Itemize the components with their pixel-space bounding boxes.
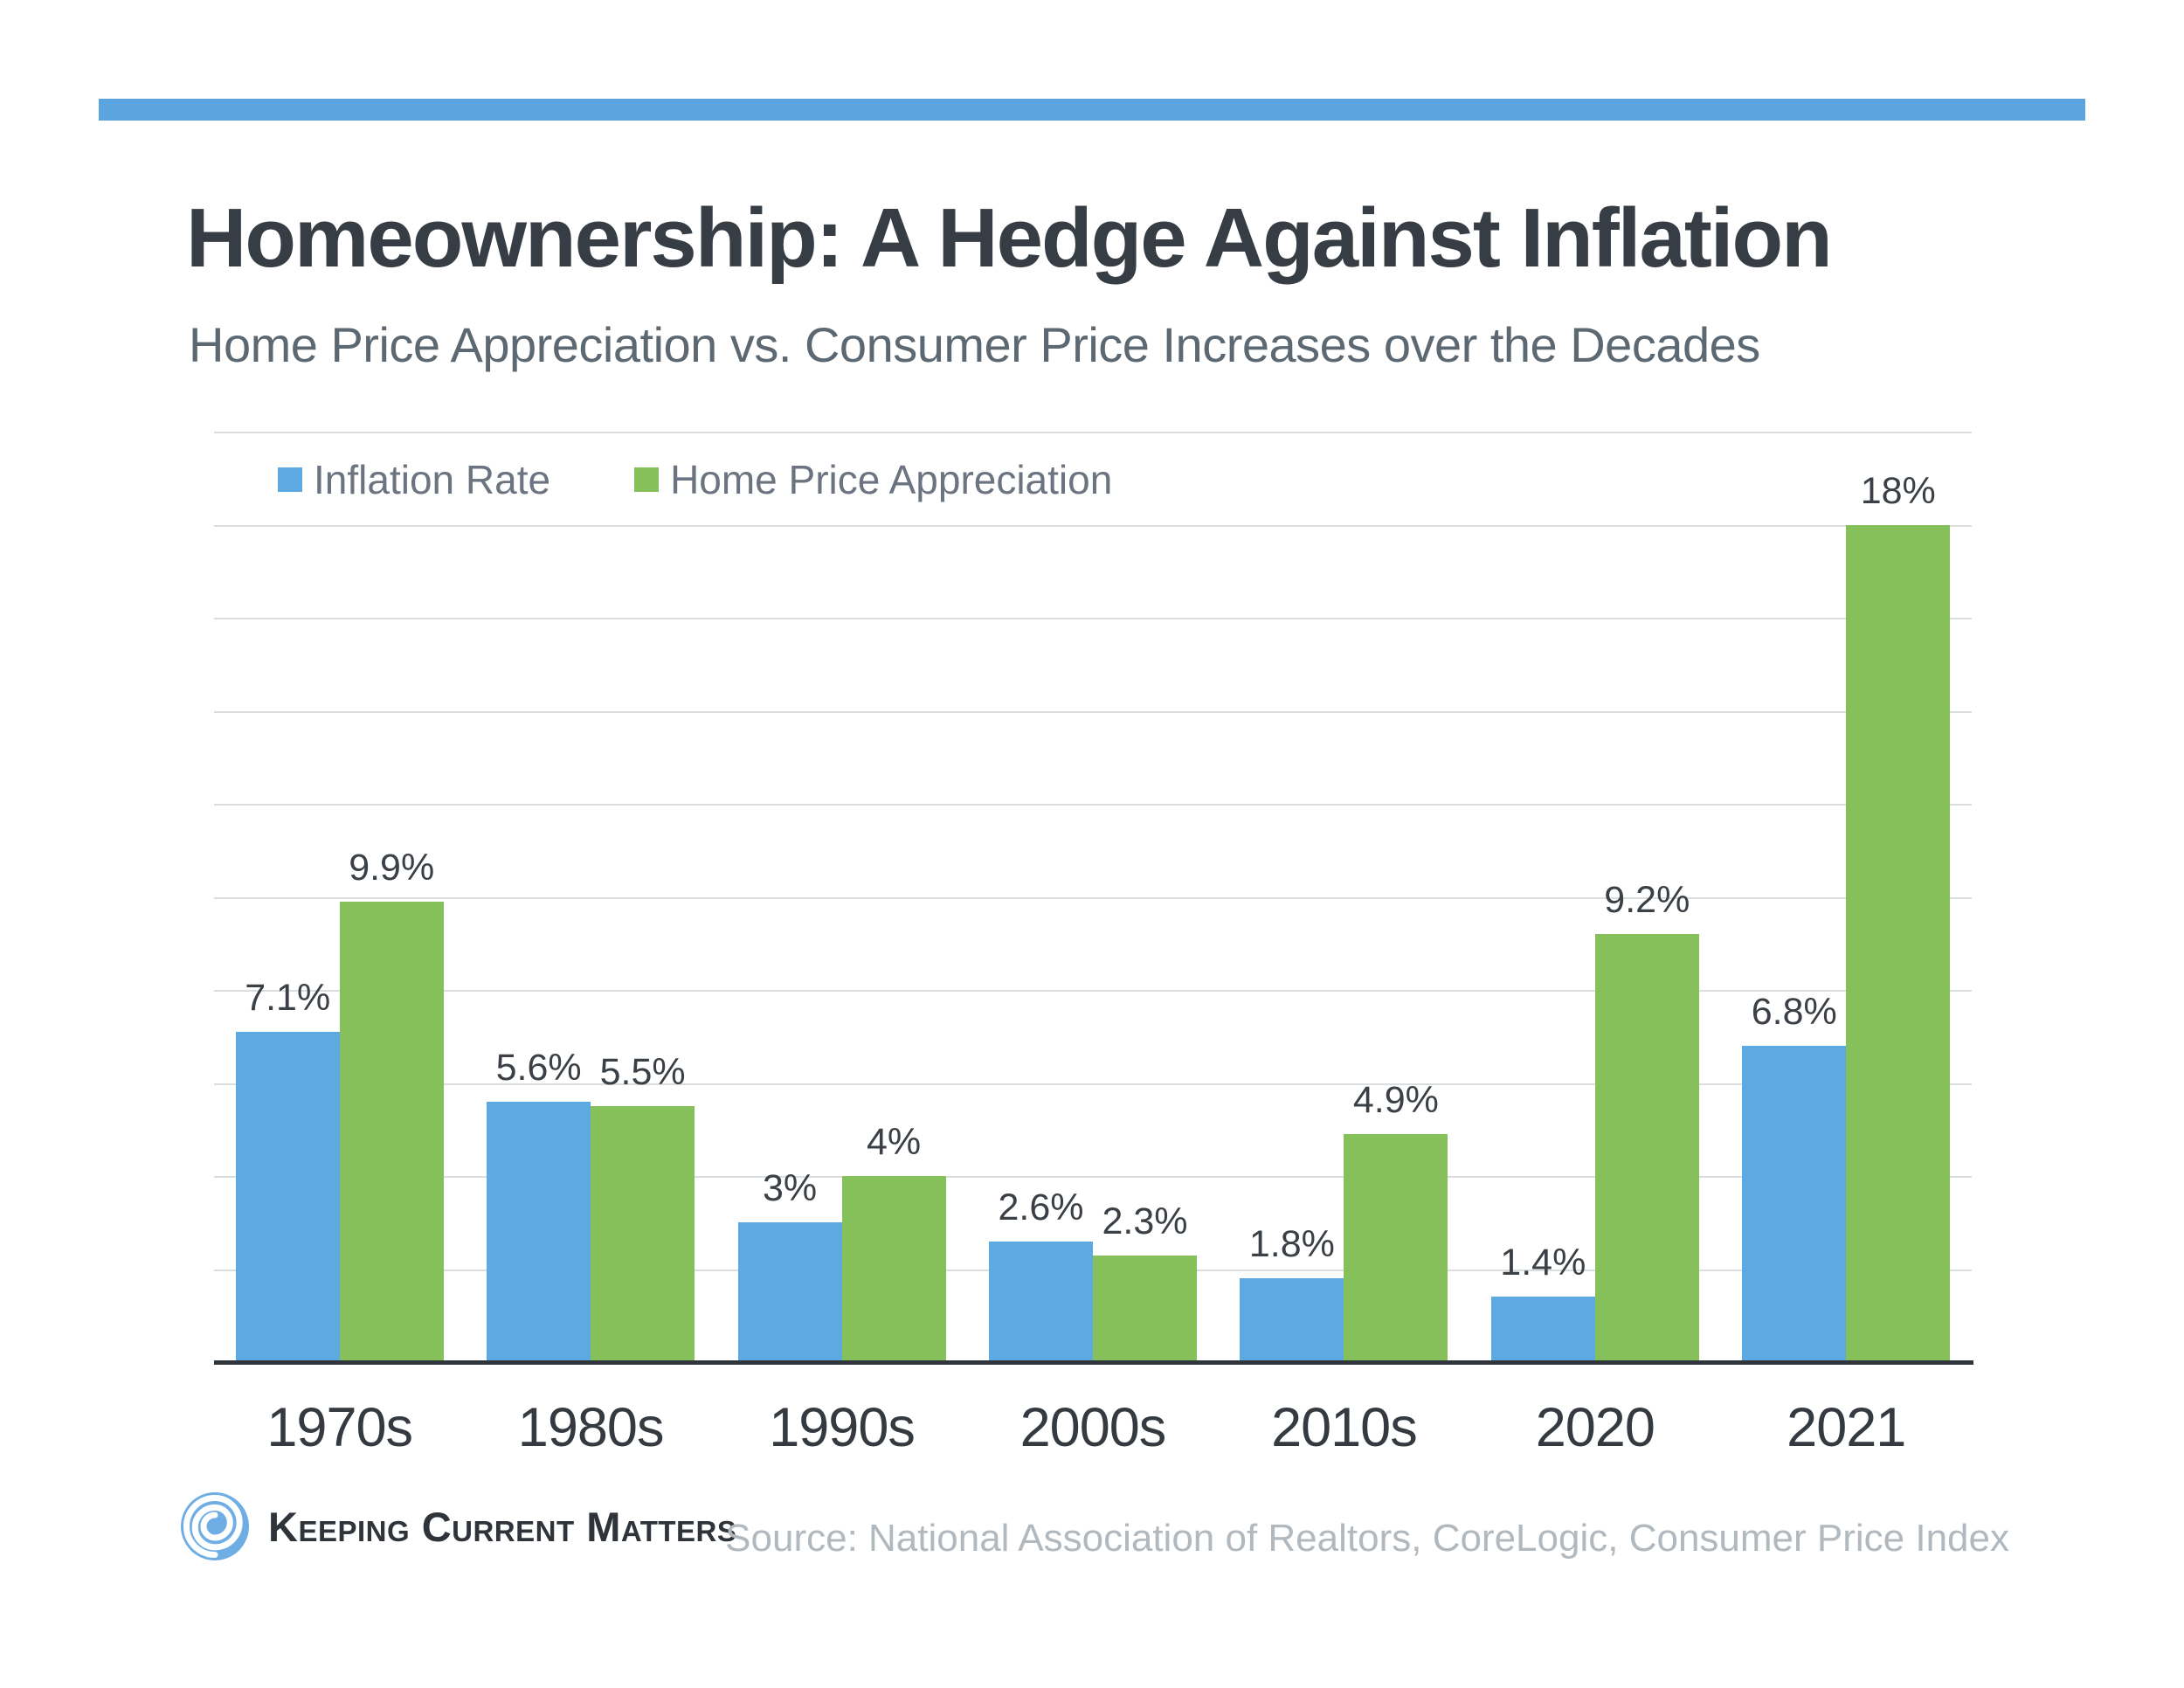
value-label-home-price-appreciation-2020: 9.2%: [1604, 879, 1690, 922]
value-label-inflation-rate-2020: 1.4%: [1500, 1242, 1586, 1284]
bar-group-2000s: 2.6% 2.3%: [967, 432, 1218, 1362]
value-label-home-price-appreciation-1970s: 9.9%: [349, 846, 435, 889]
gridline-20pct: [214, 432, 1972, 433]
brand-name: Keeping Current Matters: [268, 1503, 737, 1550]
bar-inflation-rate-1990s: 3%: [737, 1167, 842, 1362]
value-label-inflation-rate-2010s: 1.8%: [1248, 1223, 1335, 1266]
legend-item-home-price-appreciation: Home Price Appreciation: [634, 456, 1112, 503]
value-label-home-price-appreciation-2021: 18%: [1860, 469, 1936, 512]
bar-group-1970s: 7.1% 9.9%: [214, 432, 465, 1362]
source-attribution: Source: National Association of Realtors…: [725, 1517, 2009, 1560]
gridline-16pct: [214, 618, 1972, 619]
bar-home-price-appreciation-2020: 9.2%: [1594, 879, 1699, 1362]
legend-swatch-icon: [278, 467, 302, 492]
legend-label: Home Price Appreciation: [670, 457, 1113, 502]
bar-inflation-rate-2000s: 2.6%: [988, 1186, 1093, 1362]
bar-inflation-rate-1980s: 5.6%: [487, 1047, 591, 1362]
brand-logo: Keeping Current Matters: [181, 1492, 736, 1560]
x-axis-labels: 1970s 1980s 1990s 2000s 2010s 2020 2021: [214, 1396, 1972, 1459]
value-label-home-price-appreciation-1980s: 5.5%: [599, 1051, 686, 1094]
bar-home-price-appreciation-1990s: 4%: [841, 1121, 946, 1362]
value-label-inflation-rate-1980s: 5.6%: [495, 1046, 582, 1089]
x-axis-label-1970s: 1970s: [266, 1397, 413, 1458]
bar-group-2020: 1.4% 9.2%: [1469, 432, 1720, 1362]
x-axis-label-1990s: 1990s: [769, 1397, 916, 1458]
chart-plot-area: 7.1% 9.9% 5.6% 5.5% 3% 4% 2.6% 2.3% 1.8% 4.9% 1.4%…: [214, 432, 1972, 1362]
bar-inflation-rate-1970s: 7.1%: [235, 977, 340, 1362]
x-axis-label-1980s: 1980s: [517, 1397, 665, 1458]
bar-inflation-rate-2010s: 1.8%: [1240, 1223, 1344, 1362]
bar-groups: 7.1% 9.9% 5.6% 5.5% 3% 4% 2.6% 2.3% 1.8% 4.9% 1.4%…: [214, 432, 1972, 1362]
value-label-home-price-appreciation-2010s: 4.9%: [1352, 1079, 1439, 1122]
value-label-home-price-appreciation-2000s: 2.3%: [1102, 1200, 1188, 1242]
value-label-home-price-appreciation-1990s: 4%: [866, 1121, 922, 1163]
bar-home-price-appreciation-2021: 18%: [1846, 470, 1951, 1362]
bar-home-price-appreciation-1970s: 9.9%: [339, 847, 444, 1362]
gridline-6pct: [214, 1083, 1972, 1085]
bar-inflation-rate-2021: 6.8%: [1742, 991, 1847, 1362]
gridline-18pct: [214, 524, 1972, 527]
legend-item-inflation-rate: Inflation Rate: [278, 456, 550, 503]
value-label-inflation-rate-1970s: 7.1%: [245, 976, 331, 1019]
bar-group-2021: 6.8% 18%: [1721, 432, 1972, 1362]
page-subtitle: Home Price Appreciation vs. Consumer Pri…: [189, 317, 1760, 372]
swirl-logo-icon: [181, 1492, 249, 1560]
bar-home-price-appreciation-2010s: 4.9%: [1344, 1079, 1448, 1362]
x-axis-label-2020: 2020: [1535, 1397, 1655, 1458]
bar-home-price-appreciation-2000s: 2.3%: [1092, 1200, 1197, 1362]
gridline-8pct: [214, 990, 1972, 992]
value-label-inflation-rate-2021: 6.8%: [1751, 990, 1837, 1033]
gridline-4pct: [214, 1176, 1972, 1178]
x-axis-label-2021: 2021: [1787, 1397, 1906, 1458]
value-label-inflation-rate-1990s: 3%: [762, 1167, 818, 1210]
legend-swatch-icon: [634, 467, 660, 492]
bar-group-2010s: 1.8% 4.9%: [1219, 432, 1469, 1362]
top-accent-bar: [99, 99, 2085, 121]
gridline-12pct: [214, 804, 1972, 806]
gridline-14pct: [214, 710, 1972, 713]
page-title: Homeownership: A Hedge Against Inflation: [186, 191, 1833, 285]
x-axis-label-2010s: 2010s: [1271, 1397, 1418, 1458]
value-label-inflation-rate-2000s: 2.6%: [998, 1186, 1084, 1228]
gridline-10pct: [214, 896, 1972, 899]
bar-inflation-rate-2020: 1.4%: [1490, 1242, 1595, 1362]
legend-label: Inflation Rate: [314, 457, 551, 502]
x-axis-label-2000s: 2000s: [1019, 1397, 1167, 1458]
x-axis-line: [214, 1360, 1973, 1365]
legend: Inflation Rate Home Price Appreciation: [278, 456, 1112, 503]
bar-group-1980s: 5.6% 5.5%: [465, 432, 715, 1362]
bar-group-1990s: 3% 4%: [716, 432, 967, 1362]
bar-home-price-appreciation-1980s: 5.5%: [591, 1051, 695, 1362]
